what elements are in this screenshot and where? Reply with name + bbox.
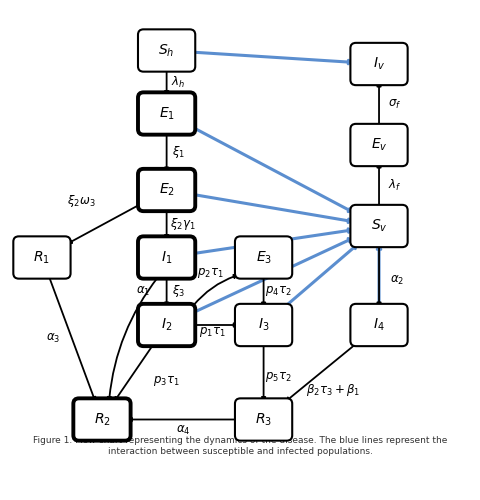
- Text: $\alpha_4$: $\alpha_4$: [175, 424, 190, 438]
- FancyBboxPatch shape: [73, 398, 131, 440]
- Text: $\alpha_1$: $\alpha_1$: [136, 284, 150, 298]
- Text: $R_2$: $R_2$: [93, 412, 110, 428]
- FancyBboxPatch shape: [234, 304, 292, 346]
- Text: $I_1$: $I_1$: [161, 250, 172, 266]
- FancyBboxPatch shape: [349, 43, 407, 85]
- Text: $R_3$: $R_3$: [254, 412, 272, 428]
- FancyBboxPatch shape: [138, 169, 195, 211]
- Text: $I_3$: $I_3$: [257, 317, 269, 333]
- FancyBboxPatch shape: [349, 304, 407, 346]
- Text: $\xi_2\omega_3$: $\xi_2\omega_3$: [67, 193, 95, 209]
- FancyBboxPatch shape: [138, 92, 195, 134]
- Text: $p_1\tau_1$: $p_1\tau_1$: [199, 325, 226, 339]
- FancyBboxPatch shape: [13, 236, 71, 279]
- Text: $I_4$: $I_4$: [372, 317, 384, 333]
- Text: $\lambda_f$: $\lambda_f$: [388, 178, 401, 193]
- Text: $p_2\tau_1$: $p_2\tau_1$: [197, 266, 223, 280]
- FancyBboxPatch shape: [349, 205, 407, 247]
- FancyBboxPatch shape: [234, 236, 292, 279]
- Text: $I_2$: $I_2$: [161, 317, 172, 333]
- Text: Figure 1. Flow chart representing the dynamics of the disease. The blue lines re: Figure 1. Flow chart representing the dy…: [33, 436, 447, 456]
- FancyBboxPatch shape: [349, 124, 407, 166]
- Text: $R_1$: $R_1$: [34, 250, 50, 266]
- Text: $S_h$: $S_h$: [158, 42, 174, 58]
- Text: $p_4\tau_2$: $p_4\tau_2$: [264, 284, 291, 298]
- Text: $I_v$: $I_v$: [372, 56, 384, 72]
- Text: $\beta_2\tau_3 + \beta_1$: $\beta_2\tau_3 + \beta_1$: [305, 382, 359, 398]
- Text: $\xi_1$: $\xi_1$: [171, 144, 184, 160]
- Text: $E_v$: $E_v$: [370, 137, 386, 153]
- Text: $\sigma_f$: $\sigma_f$: [388, 98, 401, 111]
- FancyBboxPatch shape: [138, 30, 195, 72]
- Text: $\xi_2 \gamma_1$: $\xi_2 \gamma_1$: [169, 216, 195, 232]
- Text: $S_v$: $S_v$: [370, 218, 386, 234]
- Text: $E_1$: $E_1$: [158, 106, 174, 122]
- FancyBboxPatch shape: [138, 304, 195, 346]
- Text: $\alpha_3$: $\alpha_3$: [46, 332, 60, 345]
- Text: $p_3\tau_1$: $p_3\tau_1$: [153, 374, 180, 388]
- Text: $\lambda_h$: $\lambda_h$: [171, 74, 185, 90]
- FancyBboxPatch shape: [234, 398, 292, 440]
- FancyBboxPatch shape: [138, 236, 195, 279]
- Text: $p_5\tau_2$: $p_5\tau_2$: [264, 370, 291, 384]
- Text: $\alpha_2$: $\alpha_2$: [390, 274, 404, 286]
- Text: $E_2$: $E_2$: [158, 182, 174, 198]
- Text: $\xi_3$: $\xi_3$: [171, 283, 184, 299]
- Text: $E_3$: $E_3$: [255, 250, 271, 266]
